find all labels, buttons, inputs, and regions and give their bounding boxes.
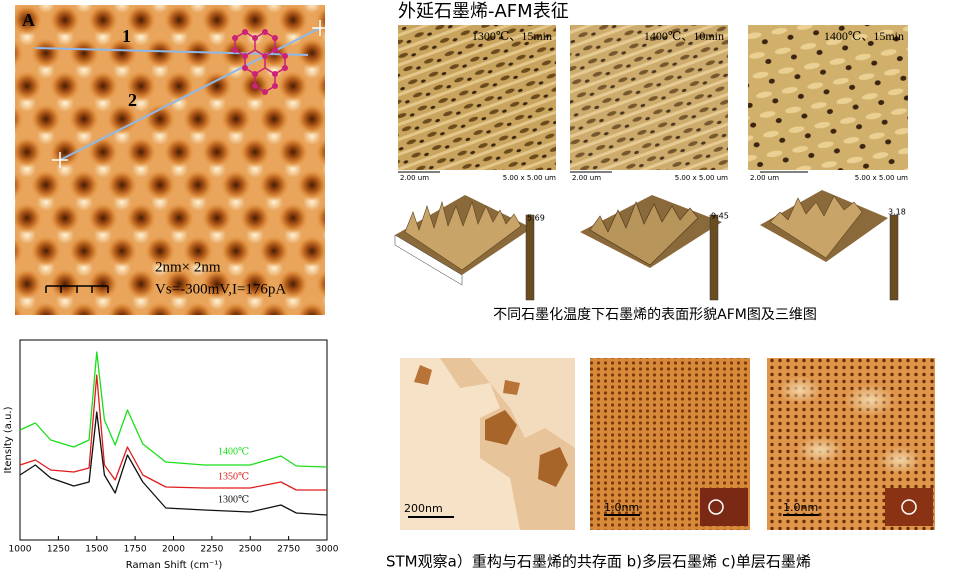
afm-condition: 1400℃、15min xyxy=(824,29,904,43)
afm-title: 外延石墨烯-AFM表征 xyxy=(398,1,569,22)
x-tick-label: 1500 xyxy=(85,545,108,555)
panel-label: A xyxy=(22,10,35,30)
series-line xyxy=(19,351,328,468)
afm-scale: 2.00 um xyxy=(400,174,429,182)
afm-images xyxy=(398,25,908,182)
scale-label: 1.0nm xyxy=(604,501,639,514)
series-label: 1300℃ xyxy=(218,494,249,505)
x-tick-label: 2250 xyxy=(200,545,223,555)
stm-image-a: A 1 2 2nm× 2nm Vs=-300mV,I=176pA xyxy=(15,5,328,315)
afm-size: 5.00 x 5.00 um xyxy=(503,174,556,182)
series-line xyxy=(19,411,328,516)
x-axis-label: Raman Shift (cm⁻¹) xyxy=(126,560,223,571)
series-label: 1350℃ xyxy=(218,471,249,482)
scale-bar xyxy=(45,285,109,293)
scan-params: Vs=-300mV,I=176pA xyxy=(155,281,286,297)
height-label: 9.45 xyxy=(711,212,729,221)
afm-condition: 1300℃、15min xyxy=(472,29,552,43)
scan-size: 2nm× 2nm xyxy=(155,259,221,275)
crosshair xyxy=(52,20,328,168)
afm-size: 5.00 x 5.00 um xyxy=(675,174,728,182)
x-tick-label: 1000 xyxy=(9,545,32,555)
afm-labels: 1300℃、15min 2.00 um 5.00 x 5.00 um 1400℃、10… xyxy=(400,29,908,182)
x-tick-label: 3000 xyxy=(316,545,339,555)
afm-image xyxy=(398,25,556,170)
series-label: 1400℃ xyxy=(218,446,249,457)
y-axis-label: Itensity (a.u.) xyxy=(3,406,14,473)
x-tick-label: 2500 xyxy=(239,545,262,555)
atoms xyxy=(232,29,288,95)
afm-3d xyxy=(394,190,899,301)
afm-image xyxy=(748,25,908,170)
series-line xyxy=(19,374,327,491)
raman-chart: 1000 1250 1500 1750 2000 2250 2500 2750 3000 1400… xyxy=(9,339,339,555)
height-label: 5.69 xyxy=(527,214,545,223)
scale-label: 200nm xyxy=(404,502,443,515)
stm-bottom xyxy=(400,358,935,530)
afm-condition: 1400℃、10min xyxy=(644,29,724,43)
line-label: 2 xyxy=(128,90,137,110)
x-tick-label: 2750 xyxy=(277,545,300,555)
scale-label: 1.0nm xyxy=(783,501,818,514)
afm-caption: 不同石墨化温度下石墨烯的表面形貌AFM图及三维图 xyxy=(493,307,817,323)
afm-size: 5.00 x 5.00 um xyxy=(855,174,908,182)
line-label: 1 xyxy=(122,26,131,46)
x-tick-label: 1750 xyxy=(124,545,147,555)
afm-image xyxy=(570,25,728,170)
plot-frame xyxy=(19,339,328,541)
afm-scale: 2.00 um xyxy=(572,174,601,182)
afm-scale: 2.00 um xyxy=(750,174,779,182)
x-tick-label: 2000 xyxy=(162,545,185,555)
height-label: 3.18 xyxy=(888,208,906,217)
stm-caption: STM观察a）重构与石墨烯的共存面 b)多层石墨烯 c)单层石墨烯 xyxy=(386,553,811,571)
x-tick-label: 1250 xyxy=(47,545,70,555)
